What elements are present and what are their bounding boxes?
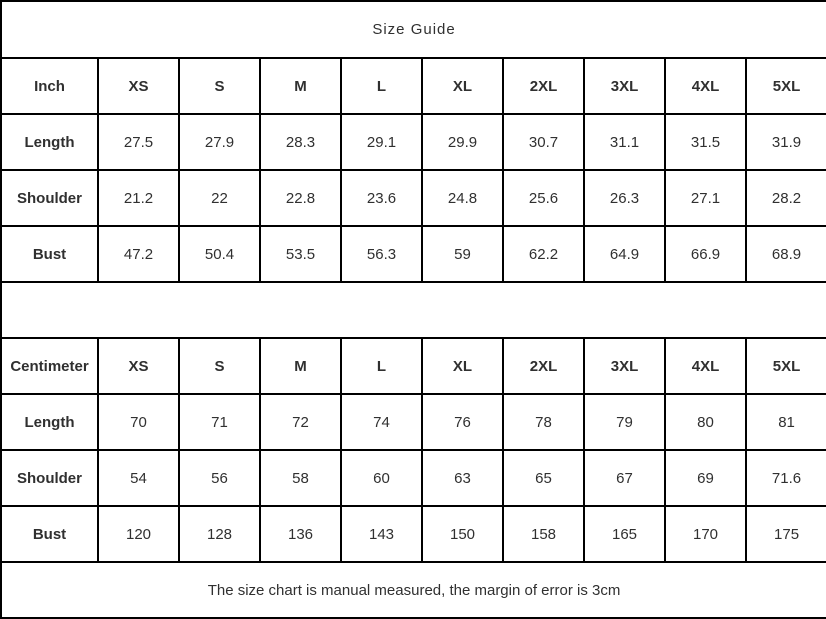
- table-cell: 56.3: [340, 225, 423, 283]
- row-label-length: Length: [0, 113, 99, 171]
- inch-bust-row: Bust 47.2 50.4 53.5 56.3 59 62.2 64.9 66…: [0, 225, 826, 283]
- table-cell: 81: [744, 393, 826, 451]
- table-cell: 56: [178, 449, 261, 507]
- cm-shoulder-row: Shoulder 54 56 58 60 63 65 67 69 71.6: [0, 449, 826, 507]
- table-cell: 24.8: [421, 169, 504, 227]
- column-header-2xl: 2XL: [502, 337, 585, 395]
- spacer-row: [0, 281, 826, 339]
- table-cell: 30.7: [502, 113, 585, 171]
- title-row: Size Guide: [0, 0, 826, 59]
- table-cell: 25.6: [502, 169, 585, 227]
- unit-header-inch: Inch: [0, 57, 99, 115]
- table-cell: 78: [502, 393, 585, 451]
- table-cell: 150: [421, 505, 504, 563]
- inch-header-row: Inch XS S M L XL 2XL 3XL 4XL 5XL: [0, 57, 826, 115]
- column-header-l: L: [340, 337, 423, 395]
- inch-shoulder-row: Shoulder 21.2 22 22.8 23.6 24.8 25.6 26.…: [0, 169, 826, 227]
- table-cell: 80: [664, 393, 747, 451]
- table-cell: 143: [340, 505, 423, 563]
- table-cell: 31.9: [744, 113, 826, 171]
- row-label-length: Length: [0, 393, 99, 451]
- table-cell: 27.1: [664, 169, 747, 227]
- table-cell: 68.9: [744, 225, 826, 283]
- table-cell: 28.3: [259, 113, 342, 171]
- table-cell: 65: [502, 449, 585, 507]
- page-title: Size Guide: [0, 0, 826, 59]
- column-header-xs: XS: [97, 337, 180, 395]
- table-cell: 165: [583, 505, 666, 563]
- inch-length-row: Length 27.5 27.9 28.3 29.1 29.9 30.7 31.…: [0, 113, 826, 171]
- table-cell: 50.4: [178, 225, 261, 283]
- column-header-4xl: 4XL: [664, 57, 747, 115]
- row-label-shoulder: Shoulder: [0, 449, 99, 507]
- row-label-shoulder: Shoulder: [0, 169, 99, 227]
- table-cell: 23.6: [340, 169, 423, 227]
- table-cell: 63: [421, 449, 504, 507]
- table-cell: 31.1: [583, 113, 666, 171]
- table-cell: 72: [259, 393, 342, 451]
- column-header-xl: XL: [421, 337, 504, 395]
- table-cell: 29.9: [421, 113, 504, 171]
- row-label-bust: Bust: [0, 505, 99, 563]
- table-cell: 27.9: [178, 113, 261, 171]
- footer-note: The size chart is manual measured, the m…: [0, 561, 826, 619]
- cm-length-row: Length 70 71 72 74 76 78 79 80 81: [0, 393, 826, 451]
- column-header-m: M: [259, 57, 342, 115]
- table-cell: 22: [178, 169, 261, 227]
- table-cell: 136: [259, 505, 342, 563]
- column-header-3xl: 3XL: [583, 337, 666, 395]
- column-header-m: M: [259, 337, 342, 395]
- column-header-s: S: [178, 337, 261, 395]
- table-cell: 22.8: [259, 169, 342, 227]
- table-cell: 26.3: [583, 169, 666, 227]
- table-cell: 54: [97, 449, 180, 507]
- table-cell: 71: [178, 393, 261, 451]
- column-header-l: L: [340, 57, 423, 115]
- cm-header-row: Centimeter XS S M L XL 2XL 3XL 4XL 5XL: [0, 337, 826, 395]
- unit-header-centimeter: Centimeter: [0, 337, 99, 395]
- table-cell: 69: [664, 449, 747, 507]
- column-header-3xl: 3XL: [583, 57, 666, 115]
- column-header-2xl: 2XL: [502, 57, 585, 115]
- table-cell: 47.2: [97, 225, 180, 283]
- table-cell: 76: [421, 393, 504, 451]
- table-cell: 31.5: [664, 113, 747, 171]
- table-cell: 64.9: [583, 225, 666, 283]
- row-label-bust: Bust: [0, 225, 99, 283]
- cm-bust-row: Bust 120 128 136 143 150 158 165 170 175: [0, 505, 826, 563]
- table-cell: 28.2: [744, 169, 826, 227]
- table-cell: 53.5: [259, 225, 342, 283]
- table-cell: 70: [97, 393, 180, 451]
- table-cell: 170: [664, 505, 747, 563]
- table-cell: 175: [744, 505, 826, 563]
- column-header-xl: XL: [421, 57, 504, 115]
- table-cell: 120: [97, 505, 180, 563]
- column-header-5xl: 5XL: [744, 57, 826, 115]
- table-cell: 74: [340, 393, 423, 451]
- table-cell: 79: [583, 393, 666, 451]
- table-cell: 67: [583, 449, 666, 507]
- column-header-4xl: 4XL: [664, 337, 747, 395]
- table-cell: 62.2: [502, 225, 585, 283]
- column-header-s: S: [178, 57, 261, 115]
- table-cell: 21.2: [97, 169, 180, 227]
- table-cell: 27.5: [97, 113, 180, 171]
- table-cell: 158: [502, 505, 585, 563]
- table-cell: 58: [259, 449, 342, 507]
- table-cell: 66.9: [664, 225, 747, 283]
- table-cell: 71.6: [744, 449, 826, 507]
- table-cell: 128: [178, 505, 261, 563]
- footer-row: The size chart is manual measured, the m…: [0, 561, 826, 619]
- column-header-xs: XS: [97, 57, 180, 115]
- column-header-5xl: 5XL: [744, 337, 826, 395]
- table-cell: 60: [340, 449, 423, 507]
- spacer-cell: [0, 281, 826, 339]
- table-cell: 59: [421, 225, 504, 283]
- table-cell: 29.1: [340, 113, 423, 171]
